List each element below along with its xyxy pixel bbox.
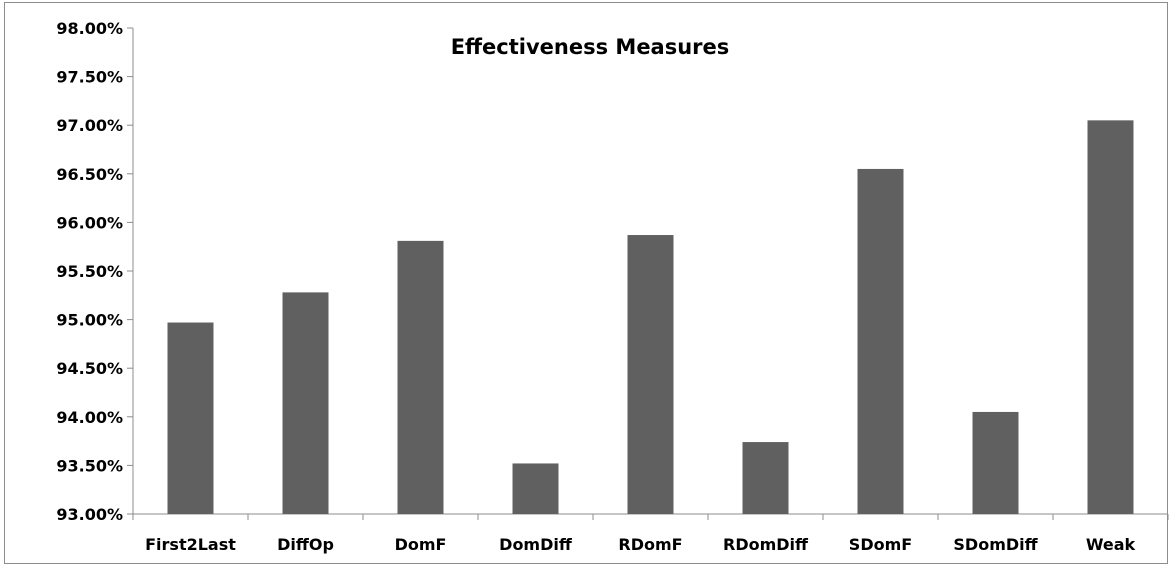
x-tick-label: DiffOp [277,535,334,554]
x-tick-label: Weak [1086,535,1136,554]
y-tick-label: 98.00% [56,19,123,38]
bar-rdomdiff [742,442,789,514]
y-tick-label: 94.00% [56,408,123,427]
bar-weak [1087,120,1134,514]
bar-sdomdiff [972,411,1019,514]
x-tick-label: DomF [395,535,447,554]
bar-first2last [167,322,214,514]
y-tick-label: 94.50% [56,359,123,378]
bars [167,120,1134,515]
bar-domf [397,240,444,515]
x-tick-label: First2Last [145,535,236,554]
x-tick-label: SDomDiff [953,535,1038,554]
y-axis: 93.00% 93.50% 94.00% 94.50% 95.00% 95.50% 96.0… [56,19,134,524]
x-tick-label: RDomF [618,535,682,554]
bar-sdomf [857,168,904,514]
x-axis: First2Last DiffOp DomF DomDiff RDomF RDomDiff… [132,513,1169,554]
y-tick-label: 95.50% [56,262,123,281]
y-tick-label: 93.00% [56,505,123,524]
x-tick-label: RDomDiff [723,535,809,554]
chart-title: Effectiveness Measures [451,35,730,59]
bar-diffop [282,292,329,514]
bar-domdiff [512,463,559,514]
x-tick-label: SDomF [849,535,912,554]
y-tick-label: 93.50% [56,456,123,475]
y-tick-label: 97.50% [56,68,123,87]
x-tick-label: DomDiff [499,535,573,554]
y-tick-label: 97.00% [56,116,123,135]
bar-rdomf [627,235,674,514]
y-tick-label: 96.00% [56,213,123,232]
y-tick-label: 96.50% [56,165,123,184]
y-tick-label: 95.00% [56,311,123,330]
